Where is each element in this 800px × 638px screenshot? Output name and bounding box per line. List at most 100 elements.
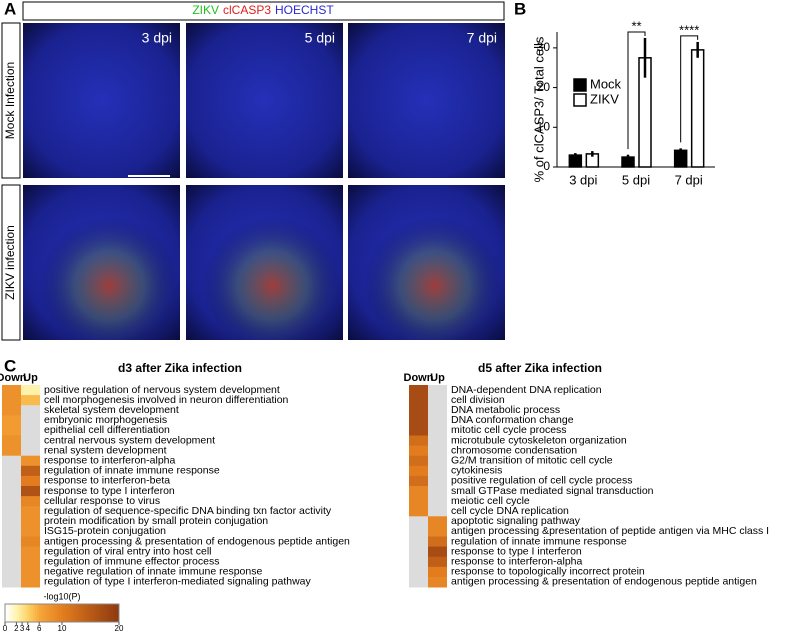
colorbar-segment xyxy=(37,604,40,622)
row-label: protein modification by small protein co… xyxy=(44,515,268,527)
heatmap-cell xyxy=(21,496,40,507)
heatmap-cell xyxy=(428,536,447,548)
heatmap-cell xyxy=(428,576,447,588)
row-label: G2/M transition of mitotic cell cycle xyxy=(451,455,613,467)
colorbar-segment xyxy=(13,604,16,622)
row-label: cellular response to virus xyxy=(44,495,160,507)
colorbar-segment xyxy=(107,604,110,622)
row-label: DNA conformation change xyxy=(451,414,574,426)
colorbar-segment xyxy=(53,604,56,622)
empty-cell xyxy=(21,435,40,447)
heatmap-cell xyxy=(21,566,40,578)
heatmap-cell xyxy=(21,395,40,406)
legend-label: Mock xyxy=(590,76,622,91)
empty-cell xyxy=(428,475,447,487)
heatmap-cell xyxy=(21,576,40,588)
colorbar-segment xyxy=(83,604,86,622)
colorbar-segment xyxy=(115,604,118,622)
heatmap-cell xyxy=(409,506,428,517)
colorbar-segment xyxy=(63,604,66,622)
row-label: DNA metabolic process xyxy=(451,404,560,416)
colorbar-segment xyxy=(47,604,50,622)
colorbar-segment xyxy=(87,604,90,622)
empty-cell xyxy=(428,395,447,406)
empty-cell xyxy=(428,506,447,517)
colorbar-segment xyxy=(101,604,104,622)
x-tick-label: 7 dpi xyxy=(675,172,703,187)
colorbar-segment xyxy=(49,604,52,622)
empty-cell xyxy=(2,566,21,578)
colorbar-segment xyxy=(45,604,48,622)
row-label: skeletal system development xyxy=(44,404,179,416)
heatmap-cell xyxy=(409,465,428,477)
row-label: response to type I interferon xyxy=(44,485,175,497)
row-label: central nervous system development xyxy=(44,434,215,446)
empty-cell xyxy=(21,425,40,436)
heatmap-cell xyxy=(409,395,428,406)
heatmap-cell xyxy=(428,556,447,568)
colorbar-segment xyxy=(27,604,30,622)
empty-cell xyxy=(409,566,428,578)
colorbar-tick-label: 20 xyxy=(115,624,124,633)
heatmap-cell xyxy=(21,556,40,568)
row-label: response to type I interferon xyxy=(451,545,582,557)
heatmap-cell xyxy=(409,455,428,467)
x-tick-label: 5 dpi xyxy=(622,172,650,187)
row-label-box xyxy=(1,184,21,341)
empty-cell xyxy=(409,516,428,527)
empty-cell xyxy=(2,516,21,527)
row-label: microtubule cytoskeleton organization xyxy=(451,434,627,446)
colorbar-segment xyxy=(117,604,120,622)
y-tick-label: 0 xyxy=(543,159,550,173)
colorbar-segment xyxy=(75,604,78,622)
micrograph-signal xyxy=(23,185,180,340)
row-label: regulation of innate immune response xyxy=(451,535,627,547)
row-label: regulation of innate immune response xyxy=(44,465,220,477)
panel-label: A xyxy=(4,0,16,18)
micrograph xyxy=(23,23,180,178)
panel-label: C xyxy=(4,356,16,375)
colorbar-segment xyxy=(105,604,108,622)
colorbar-segment xyxy=(23,604,26,622)
empty-cell xyxy=(21,445,40,457)
colorbar-segment xyxy=(103,604,106,622)
colorbar-segment xyxy=(35,604,38,622)
colorbar-segment xyxy=(85,604,88,622)
colorbar-segment xyxy=(81,604,84,622)
column-header: Down xyxy=(0,372,27,384)
heatmap-cell xyxy=(21,486,40,497)
colorbar-segment xyxy=(93,604,96,622)
row-label: positive regulation of nervous system de… xyxy=(44,384,280,396)
column-label: 3 dpi xyxy=(142,30,172,46)
empty-cell xyxy=(2,546,21,558)
heatmap-cell xyxy=(409,425,428,436)
row-label: small GTPase mediated signal transductio… xyxy=(451,485,654,497)
colorbar-tick-label: 10 xyxy=(58,624,67,633)
stain-label: HOECHST xyxy=(275,3,334,17)
colorbar-segment xyxy=(79,604,82,622)
colorbar-segment xyxy=(33,604,36,622)
row-label: renal system development xyxy=(44,444,167,456)
legend-swatch xyxy=(573,78,587,92)
heatmap-cell xyxy=(2,435,21,447)
heatmap-cell xyxy=(21,385,40,396)
heatmap-cell xyxy=(409,385,428,396)
legend-label: ZIKV xyxy=(590,91,619,106)
empty-cell xyxy=(428,405,447,416)
empty-cell xyxy=(409,526,428,537)
colorbar-segment xyxy=(89,604,92,622)
heatmap-title: d3 after Zika infection xyxy=(118,361,242,375)
row-label: epithelial cell differentiation xyxy=(44,424,170,436)
row-label: cell cycle DNA replication xyxy=(451,505,569,517)
colorbar-segment xyxy=(59,604,62,622)
significance-bracket xyxy=(680,35,699,143)
y-tick-label: 30 xyxy=(537,40,551,54)
colorbar-segment xyxy=(11,604,14,622)
empty-cell xyxy=(409,556,428,568)
stain-label: ZIKV xyxy=(192,3,219,17)
colorbar-segment xyxy=(41,604,44,622)
colorbar-segment xyxy=(65,604,68,622)
row-label: apoptotic signaling pathway xyxy=(451,515,581,527)
stain-legend: ZIKV clCASP3 HOECHST xyxy=(192,3,334,17)
row-label: cell morphogenesis involved in neuron di… xyxy=(44,394,289,406)
